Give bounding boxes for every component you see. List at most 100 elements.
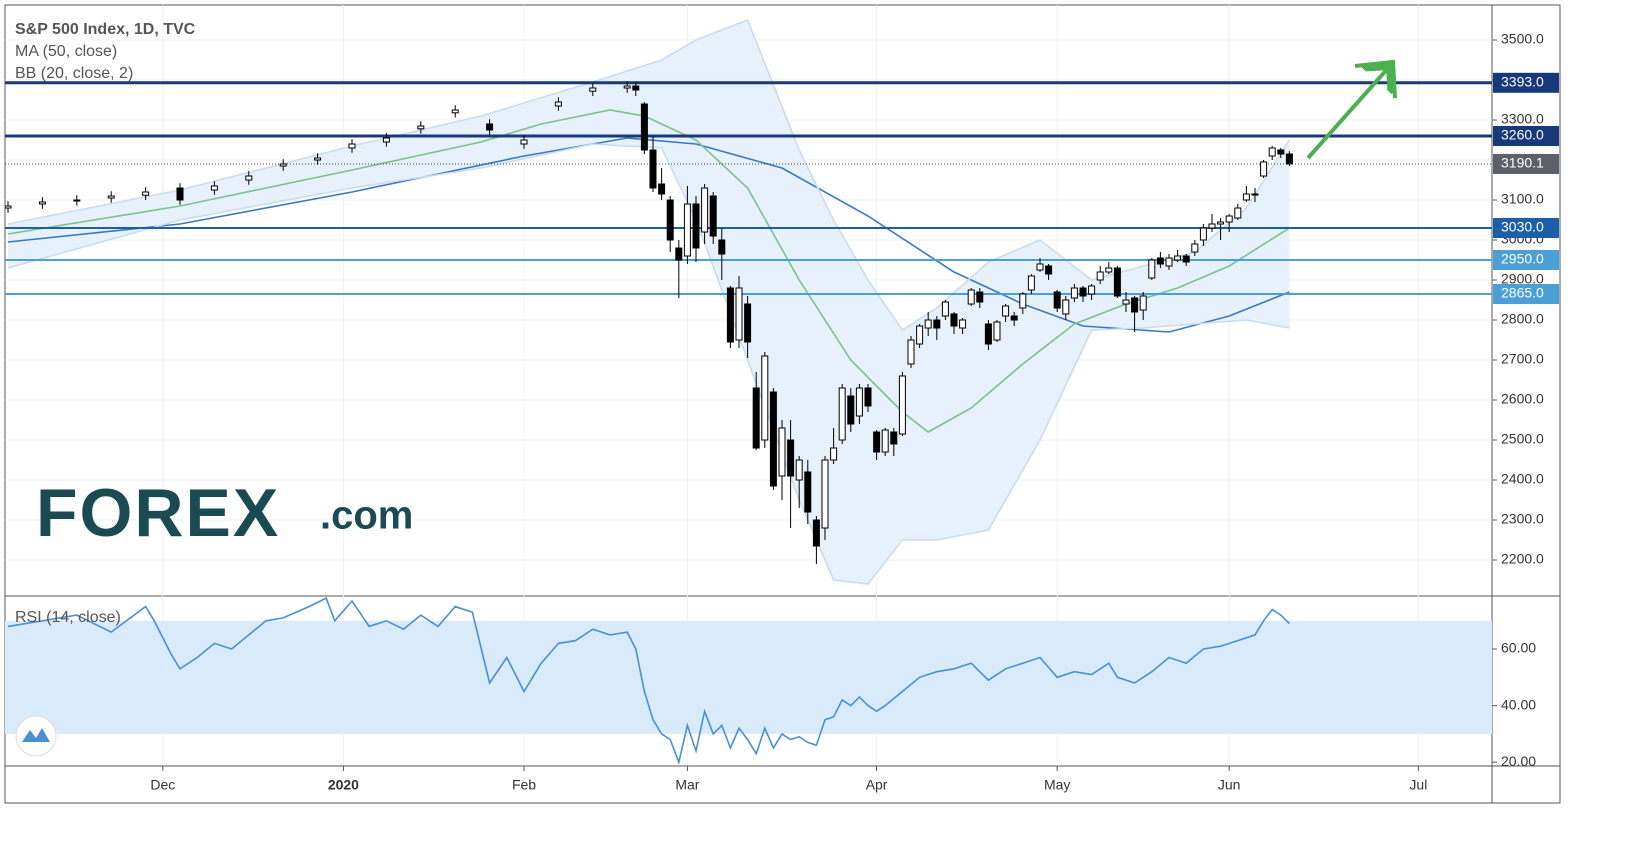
candle-body	[176, 187, 184, 201]
candle-body	[623, 85, 631, 89]
y-tick-label: 20.00	[1501, 753, 1536, 769]
indicator-line	[7, 109, 1290, 433]
y-tick-label: 2900.0	[1501, 271, 1544, 287]
candle-body	[73, 199, 81, 202]
candle-body	[314, 157, 322, 161]
candle-body	[1251, 193, 1259, 196]
y-tick-label: 3100.0	[1501, 191, 1544, 207]
candle-body	[1225, 215, 1233, 223]
last-price-bg	[1493, 153, 1559, 174]
candle-body	[142, 191, 150, 196]
candle-body	[38, 201, 46, 205]
candle-body	[907, 339, 915, 365]
candle-body	[701, 187, 709, 233]
candle-body	[1079, 287, 1087, 297]
candle-body	[666, 199, 674, 241]
candle-body	[1268, 147, 1276, 157]
candle-body	[692, 203, 700, 249]
candle-body	[1191, 243, 1199, 253]
level-label-bg	[1493, 72, 1559, 93]
candle-body	[1070, 287, 1078, 299]
y-tick-label: 2200.0	[1501, 551, 1544, 567]
y-tick-label: 40.00	[1501, 696, 1536, 712]
rsi-title: RSI (14, close)	[15, 609, 121, 626]
candle-body	[941, 301, 949, 317]
y-tick-label: 2700.0	[1501, 351, 1544, 367]
candle-body	[744, 303, 752, 343]
candle-body	[1285, 153, 1293, 165]
level-label: 3260.0	[1501, 127, 1544, 143]
candle-body	[107, 195, 115, 199]
logo-name: FOREX	[36, 475, 280, 551]
candle-body	[1036, 263, 1044, 271]
candle-body	[864, 387, 872, 407]
candle-body	[1165, 257, 1173, 267]
axes: 2200.0 2300.0 2400.0 2500.0 2600.0 2700.0 2800…	[150, 31, 1559, 793]
logo-suffix: .com	[320, 494, 413, 538]
tv-logo	[15, 715, 57, 757]
logo: FOREX .com	[36, 475, 413, 551]
candle-body	[778, 427, 786, 477]
legend-entry: BB (20, close, 2)	[15, 65, 133, 82]
candle-body	[855, 387, 863, 417]
candle-body	[1131, 297, 1139, 313]
candle-body	[1208, 223, 1216, 229]
arrow-head	[1354, 59, 1397, 99]
candle-body	[1174, 255, 1182, 261]
candle-body	[1182, 255, 1190, 263]
candle-body	[1242, 193, 1250, 201]
x-tick-label: Jul	[1409, 777, 1427, 793]
candle-body	[1217, 221, 1225, 225]
y-tick-label: 2400.0	[1501, 471, 1544, 487]
candle-body	[486, 123, 494, 131]
level-label-bg	[1493, 218, 1559, 238]
candle-body	[675, 247, 683, 261]
candle-body	[417, 125, 425, 130]
candle-body	[933, 319, 941, 329]
x-tick-label: May	[1044, 777, 1070, 793]
tv-logo-icon	[22, 728, 50, 742]
candle-body	[348, 143, 356, 149]
candle-body	[1234, 207, 1242, 219]
candle-body	[812, 519, 820, 547]
candle-body	[847, 395, 855, 425]
candle-body	[1088, 285, 1096, 295]
candle-body	[1139, 295, 1147, 311]
candle-body	[1010, 315, 1018, 321]
level-label-bg	[1493, 250, 1559, 270]
indicator-line	[7, 18, 1291, 332]
candle-body	[589, 87, 597, 92]
candle-body	[1053, 291, 1061, 309]
candle-body	[916, 325, 924, 345]
candle-body	[769, 391, 777, 487]
chart-title: S&P 500 Index, 1D, TVC	[15, 21, 196, 38]
x-tick-label: Dec	[150, 777, 175, 793]
level-label-bg	[1493, 126, 1559, 146]
y-tick-label: 3500.0	[1501, 31, 1544, 47]
y-tick-label: 2800.0	[1501, 311, 1544, 327]
candle-body	[1019, 293, 1027, 309]
candle-body	[752, 387, 760, 449]
level-label: 2950.0	[1501, 251, 1544, 267]
candle-body	[976, 291, 984, 303]
candle-body	[1096, 271, 1104, 281]
y-tick-label: 3300.0	[1501, 111, 1544, 127]
candle-body	[718, 239, 726, 255]
candle-body	[984, 323, 992, 345]
candle-body	[658, 183, 666, 195]
candle-body	[924, 319, 932, 329]
y-tick-label: 2300.0	[1501, 511, 1544, 527]
trend-arrow	[1306, 66, 1390, 160]
y-tick-label: 2600.0	[1501, 391, 1544, 407]
level-label-bg	[1493, 284, 1559, 304]
candle-body	[1105, 267, 1113, 273]
candle-body	[993, 321, 1001, 341]
candle-body	[1156, 257, 1164, 265]
candle-body	[821, 459, 829, 529]
candle-body	[640, 103, 648, 151]
candle-body	[761, 355, 769, 441]
candle-body	[898, 375, 906, 435]
band-fill	[8, 20, 1290, 584]
rsi-band	[5, 620, 1492, 734]
